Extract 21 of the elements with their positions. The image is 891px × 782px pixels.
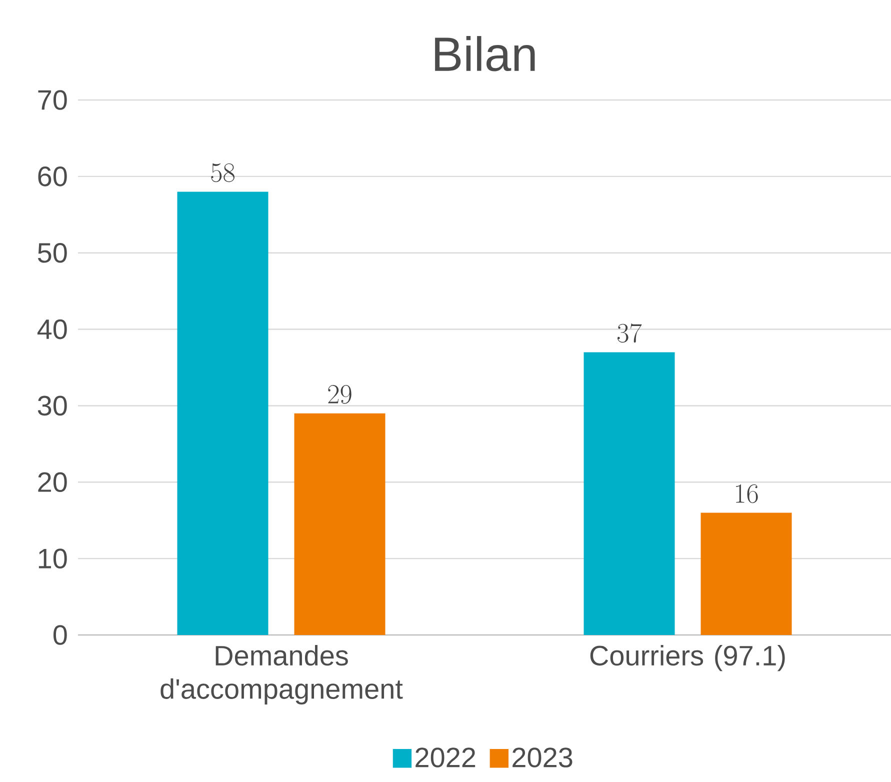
- legend-label: 2022: [416, 748, 476, 768]
- legend-label: 2023: [512, 748, 572, 768]
- bar: [294, 413, 386, 635]
- data-label: 37: [617, 323, 642, 343]
- bar: [584, 352, 675, 635]
- y-tick-label: 70: [38, 90, 67, 110]
- chart-title: Bilan: [435, 36, 535, 72]
- y-tick-label: 60: [38, 166, 67, 186]
- y-tick-label: 0: [53, 625, 67, 645]
- bar: [700, 512, 792, 635]
- x-tick-label: Demandes d'accompagnement: [160, 645, 403, 704]
- y-tick-label: 40: [37, 319, 67, 340]
- y-tick-label: 20: [38, 472, 67, 492]
- data-label: 29: [328, 385, 352, 404]
- y-tick-label: 30: [38, 396, 67, 416]
- data-label: 16: [736, 484, 758, 504]
- bar: [177, 192, 268, 635]
- y-tick-label: 50: [38, 242, 67, 263]
- y-tick-label: 10: [38, 548, 67, 568]
- x-tick-label: Courriers (97.1): [590, 645, 785, 672]
- data-label: 58: [211, 163, 234, 182]
